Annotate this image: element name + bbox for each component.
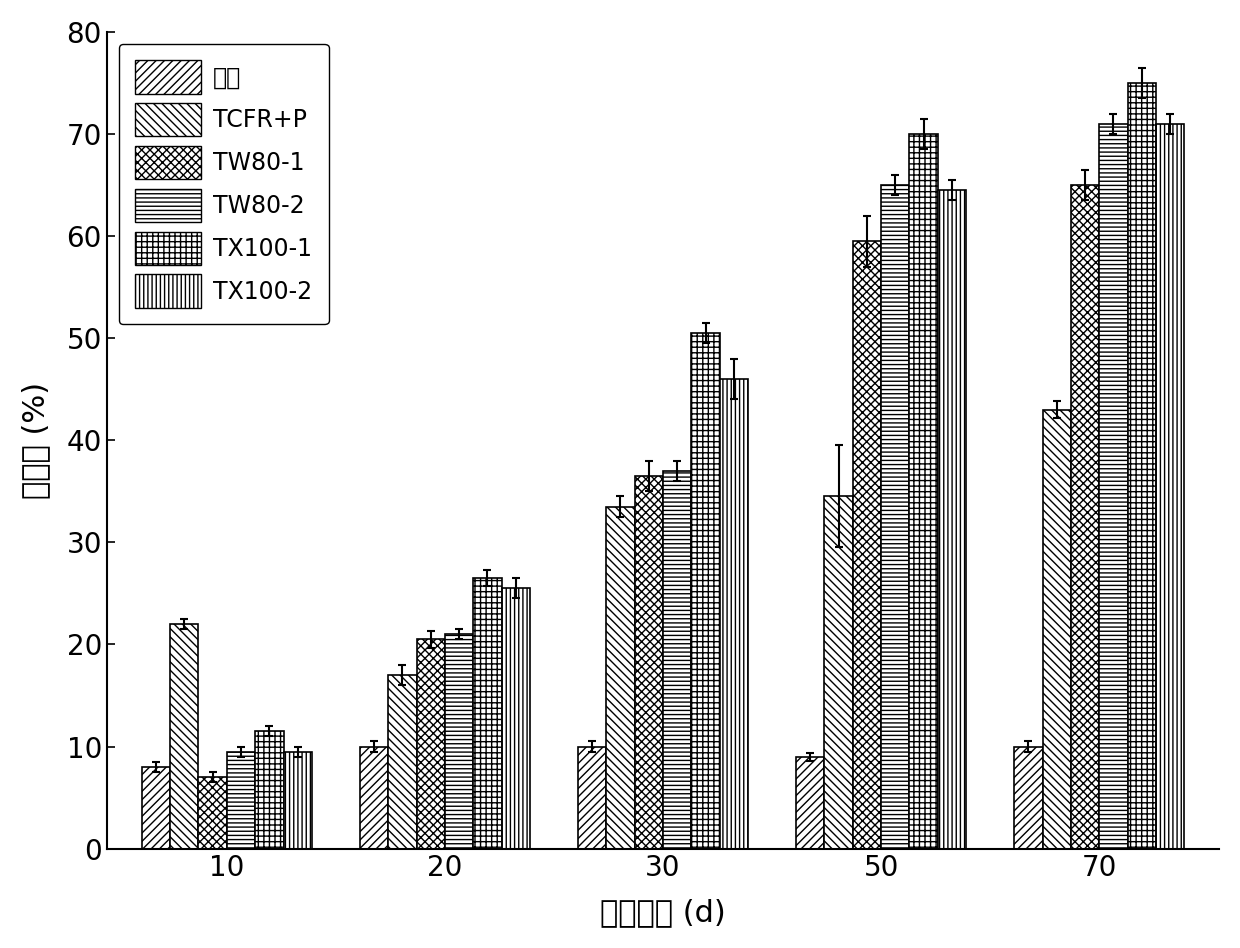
Bar	[1156, 124, 1184, 848]
Bar	[284, 752, 312, 848]
Bar	[692, 333, 719, 848]
Bar	[1014, 746, 1043, 848]
Bar	[1071, 185, 1099, 848]
Bar	[227, 752, 255, 848]
Y-axis label: 降解率 (%): 降解率 (%)	[21, 382, 50, 499]
Bar	[360, 746, 388, 848]
Bar	[663, 471, 692, 848]
Bar	[719, 379, 748, 848]
Bar	[796, 757, 825, 848]
Bar	[417, 639, 445, 848]
Bar	[825, 497, 853, 848]
Bar	[578, 746, 606, 848]
Bar	[388, 675, 417, 848]
Bar	[853, 241, 882, 848]
X-axis label: 修复时间 (d): 修复时间 (d)	[600, 898, 725, 927]
Bar	[141, 767, 170, 848]
Bar	[909, 134, 937, 848]
Bar	[198, 777, 227, 848]
Bar	[1099, 124, 1127, 848]
Bar	[606, 506, 635, 848]
Bar	[474, 578, 502, 848]
Bar	[502, 589, 529, 848]
Bar	[635, 476, 663, 848]
Bar	[255, 731, 284, 848]
Bar	[170, 624, 198, 848]
Bar	[445, 634, 474, 848]
Bar	[1127, 82, 1156, 848]
Legend: 空白, TCFR+P, TW80-1, TW80-2, TX100-1, TX100-2: 空白, TCFR+P, TW80-1, TW80-2, TX100-1, TX1…	[119, 44, 329, 324]
Bar	[937, 191, 966, 848]
Bar	[1043, 410, 1071, 848]
Bar	[882, 185, 909, 848]
